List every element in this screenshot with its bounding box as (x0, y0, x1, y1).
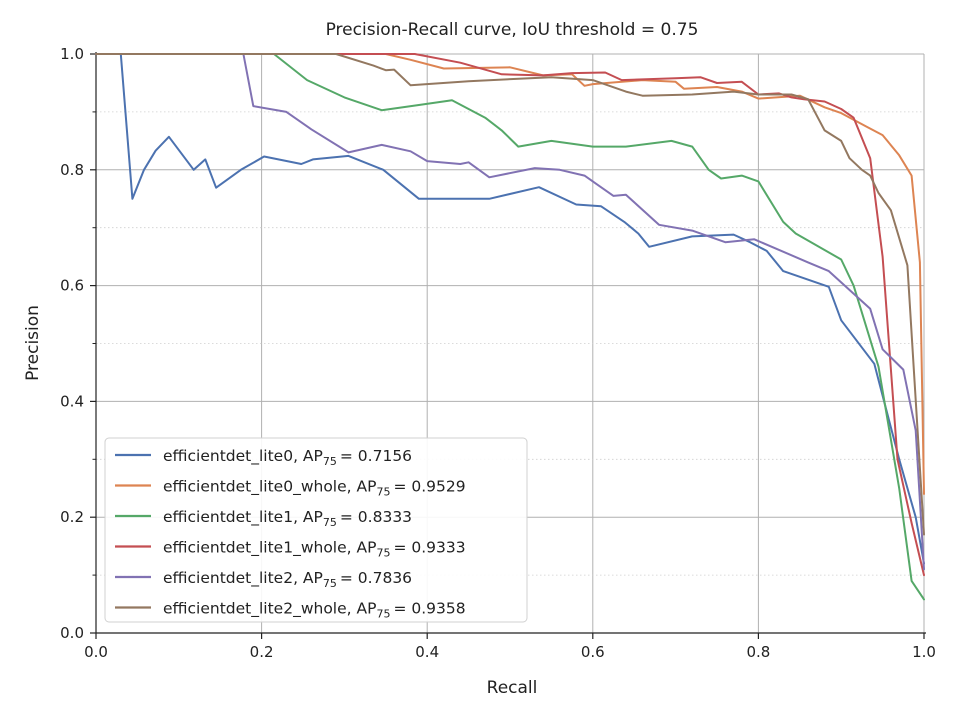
y-tick-label: 0.4 (60, 392, 84, 410)
x-tick-label: 0.8 (746, 643, 770, 661)
x-axis-label: Recall (487, 678, 538, 698)
legend: efficientdet_lite0, AP75 = 0.7156 efficien… (104, 437, 528, 623)
axes (95, 52, 926, 634)
chart-title: Precision-Recall curve, IoU threshold = … (326, 20, 699, 40)
legend-entry: efficientdet_lite1_whole, AP75 = 0.9333 (163, 539, 466, 560)
y-tick-label: 0.6 (60, 277, 84, 295)
series-line-efficientdet-lite2 (95, 53, 925, 571)
legend-entry: efficientdet_lite2, AP75 = 0.7836 (163, 569, 412, 590)
y-tick-label: 0.0 (60, 624, 84, 642)
x-tick-label: 1.0 (912, 643, 936, 661)
x-tick-label: 0.6 (581, 643, 605, 661)
series-line-efficientdet-lite2-whole (95, 53, 925, 536)
legend-entry: efficientdet_lite0_whole, AP75 = 0.9529 (163, 478, 466, 499)
ticks: 0.0 0.2 0.4 0.6 0.8 1.0 0.0 0.2 0.4 0.6 0.8 1.0 (60, 45, 936, 661)
series-lines (95, 53, 925, 601)
x-tick-label: 0.4 (415, 643, 439, 661)
y-axis-label: Precision (23, 305, 43, 381)
x-tick-label: 0.0 (84, 643, 108, 661)
legend-entry: efficientdet_lite2_whole, AP75 = 0.9358 (163, 600, 466, 621)
legend-entry: efficientdet_lite0, AP75 = 0.7156 (163, 447, 412, 468)
y-tick-label: 1.0 (60, 45, 84, 63)
series-line-efficientdet-lite1 (95, 53, 925, 601)
series-line-efficientdet-lite1-whole (95, 53, 925, 577)
series-line-efficientdet-lite0 (95, 53, 925, 565)
legend-entry: efficientdet_lite1, AP75 = 0.8333 (163, 508, 412, 529)
series-line-efficientdet-lite0-whole (95, 53, 925, 495)
x-tick-label: 0.2 (250, 643, 274, 661)
y-tick-label: 0.2 (60, 508, 84, 526)
legend-box (104, 437, 528, 623)
y-tick-label: 0.8 (60, 161, 84, 179)
